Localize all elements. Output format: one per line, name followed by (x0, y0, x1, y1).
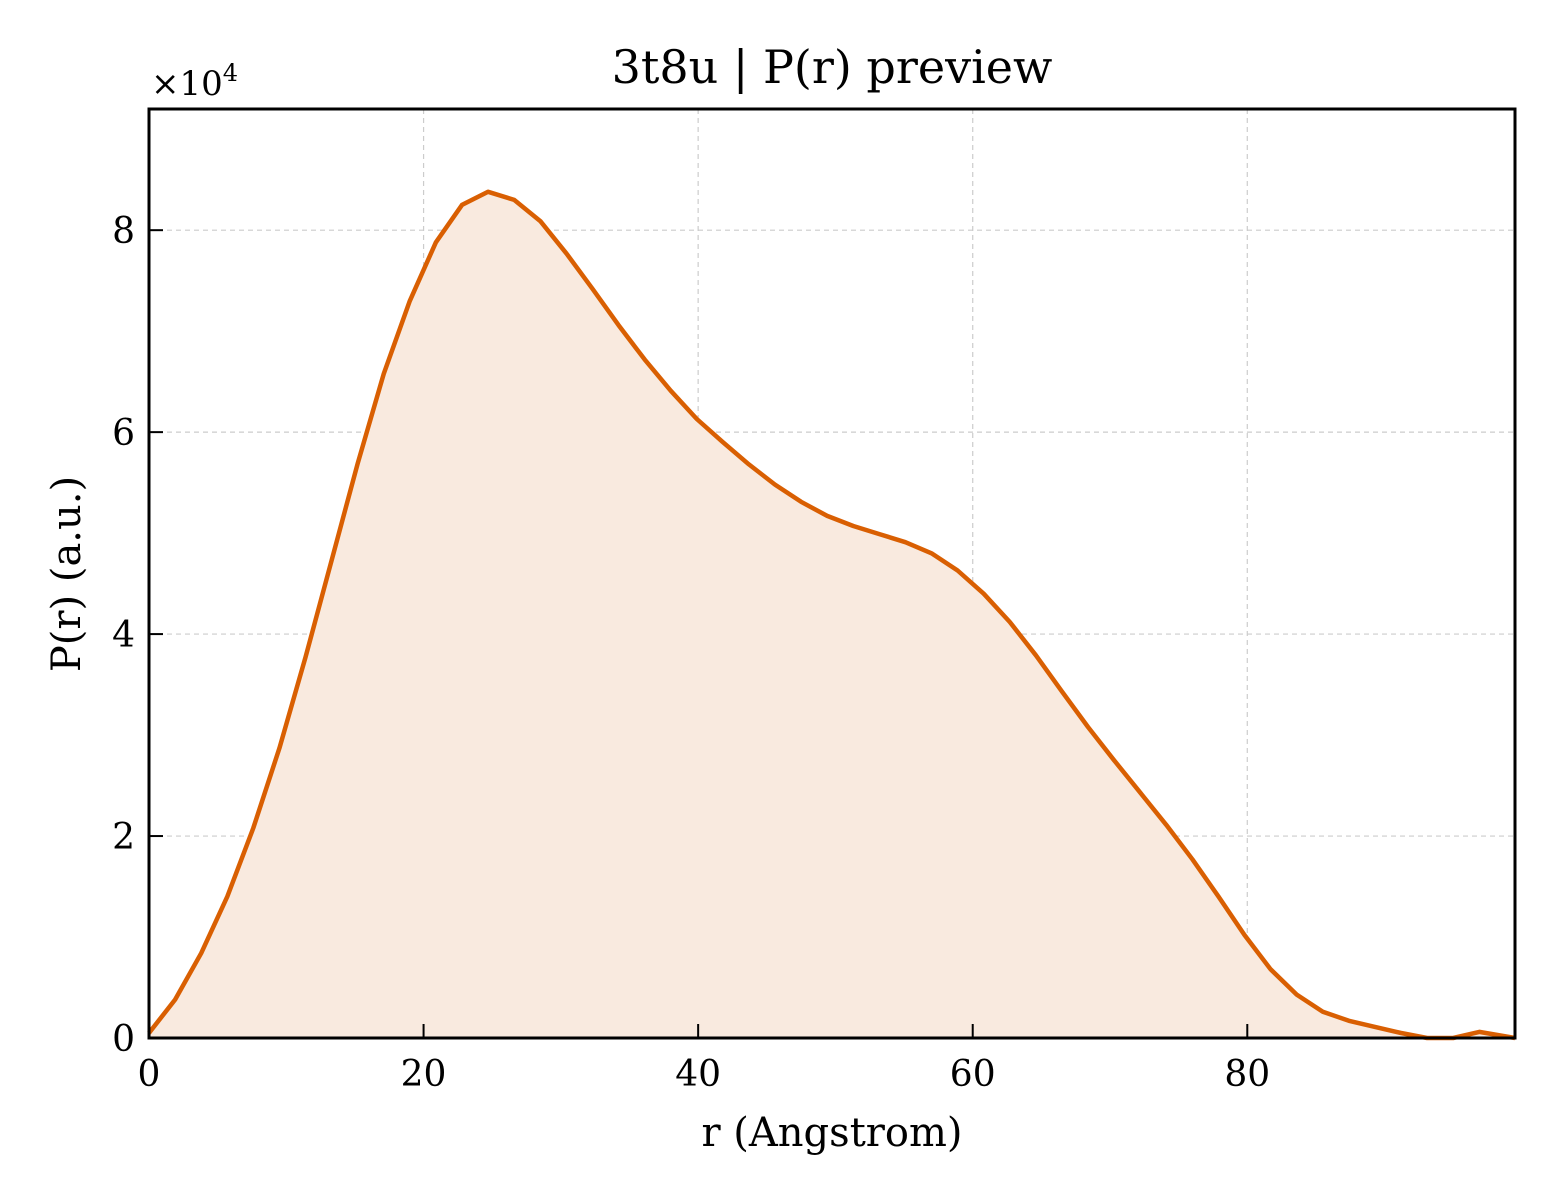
x-tick-label-80: 80 (1224, 1054, 1270, 1095)
y-axis-label: P(r) (a.u.) (44, 476, 90, 672)
y-tick-label-2: 2 (112, 817, 135, 858)
x-tick-label-20: 20 (401, 1054, 447, 1095)
series-0-area (149, 191, 1515, 1039)
y-tick-label-6: 6 (112, 413, 135, 454)
axis-ticks: 0 20 40 60 80 0 2 4 6 8 (112, 211, 1270, 1095)
series-0-line (147, 189, 1516, 1041)
y-multiplier: ×104 (151, 59, 238, 104)
x-axis-label: r (Angstrom) (701, 1110, 962, 1156)
x-tick-label-0: 0 (138, 1054, 161, 1095)
chart-title: 3t8u | P(r) preview (612, 40, 1053, 94)
x-tick-label-60: 60 (950, 1054, 996, 1095)
x-tick-label-40: 40 (675, 1054, 721, 1095)
plot-area (147, 189, 1516, 1041)
y-tick-label-0: 0 (112, 1019, 135, 1060)
y-tick-label-8: 8 (112, 211, 135, 252)
plot-frame (147, 107, 1517, 1040)
y-tick-label-4: 4 (112, 615, 135, 656)
